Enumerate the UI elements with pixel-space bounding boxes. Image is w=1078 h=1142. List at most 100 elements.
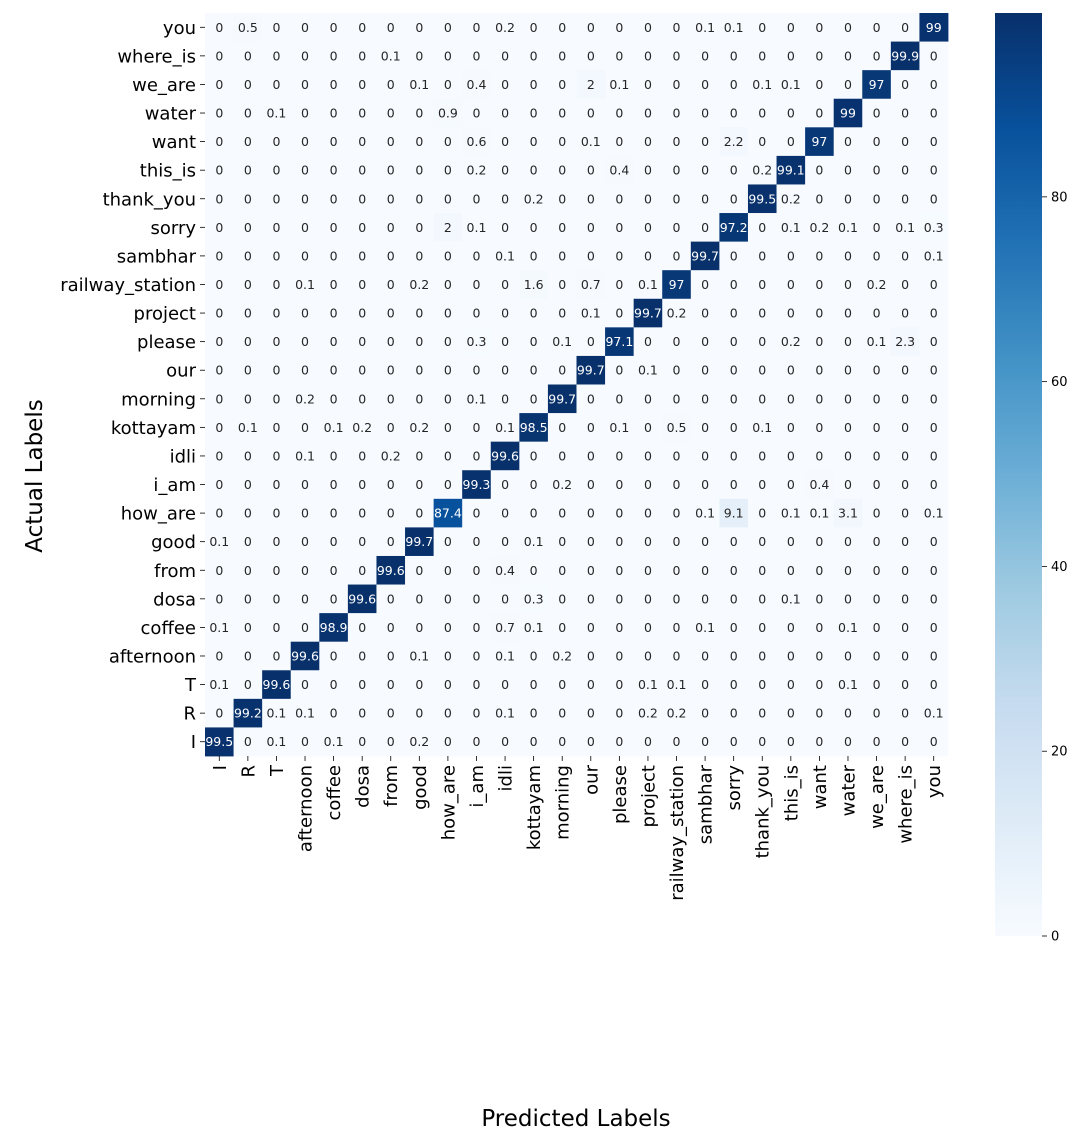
heatmap-cell-value: 0 bbox=[673, 77, 681, 92]
heatmap-cell-value: 0 bbox=[815, 620, 823, 635]
heatmap-cell-value: 0 bbox=[701, 220, 709, 235]
heatmap-cell-value: 0 bbox=[587, 220, 595, 235]
heatmap-cell-value: 0 bbox=[901, 277, 909, 292]
heatmap-cell-value: 0 bbox=[901, 648, 909, 663]
heatmap-cell-value: 0 bbox=[558, 620, 566, 635]
heatmap-cell bbox=[719, 184, 749, 214]
heatmap-cell bbox=[376, 498, 406, 528]
heatmap-cell-value: 0 bbox=[758, 648, 766, 663]
heatmap-cell-value: 0 bbox=[930, 734, 938, 749]
heatmap-cell-value: 0 bbox=[215, 648, 223, 663]
heatmap-cell bbox=[833, 498, 863, 528]
heatmap-cell bbox=[747, 13, 777, 42]
heatmap-cell bbox=[519, 70, 549, 100]
heatmap-cell bbox=[233, 613, 263, 643]
heatmap-cell-value: 0 bbox=[673, 563, 681, 578]
heatmap-cell bbox=[519, 213, 549, 243]
heatmap-cell bbox=[319, 355, 349, 385]
heatmap-cell bbox=[805, 98, 835, 128]
heatmap-cell-value: 0.1 bbox=[752, 77, 772, 92]
heatmap-cell-value: 0 bbox=[387, 477, 395, 492]
heatmap-cell-value: 0 bbox=[787, 391, 795, 406]
heatmap-cell bbox=[662, 698, 692, 728]
heatmap-cell-value: 0 bbox=[673, 191, 681, 206]
heatmap-cell bbox=[633, 527, 663, 557]
heatmap-cell-value: 0.2 bbox=[752, 163, 772, 178]
heatmap-cell-value: 0 bbox=[358, 220, 366, 235]
heatmap-cell-value: 0 bbox=[244, 134, 252, 149]
heatmap-cell bbox=[690, 41, 720, 71]
heatmap-cell-value: 0 bbox=[215, 163, 223, 178]
heatmap-cell bbox=[719, 727, 749, 757]
heatmap-cell bbox=[433, 270, 463, 300]
heatmap-cell-value: 0 bbox=[758, 277, 766, 292]
heatmap-cell-value: 0 bbox=[272, 248, 280, 263]
heatmap-cell bbox=[605, 41, 635, 71]
heatmap-cell bbox=[890, 327, 920, 357]
heatmap-cell-value: 0 bbox=[415, 191, 423, 206]
heatmap-cell-value: 0 bbox=[501, 77, 509, 92]
heatmap-cell bbox=[405, 498, 435, 528]
heatmap-cell bbox=[576, 670, 606, 700]
heatmap-cell bbox=[919, 470, 949, 500]
heatmap-cell bbox=[690, 241, 720, 271]
heatmap-cell bbox=[576, 698, 606, 728]
heatmap-cell bbox=[233, 298, 263, 328]
heatmap-cell bbox=[290, 184, 320, 214]
heatmap-cell bbox=[576, 384, 606, 414]
heatmap-cell-value: 0 bbox=[330, 106, 338, 121]
heatmap-cell-value: 0 bbox=[673, 534, 681, 549]
heatmap-cell-value: 0 bbox=[387, 706, 395, 721]
heatmap-cell bbox=[376, 527, 406, 557]
heatmap-cell bbox=[347, 498, 377, 528]
heatmap-cell bbox=[519, 241, 549, 271]
heatmap-cell-value: 0 bbox=[415, 477, 423, 492]
heatmap-cell bbox=[690, 670, 720, 700]
heatmap-cell bbox=[890, 584, 920, 614]
heatmap-cell bbox=[776, 413, 806, 443]
heatmap-cell bbox=[462, 184, 492, 214]
x-tick-label: morning bbox=[553, 765, 574, 840]
heatmap-cell-value: 0.2 bbox=[781, 334, 801, 349]
heatmap-cell bbox=[205, 413, 234, 443]
heatmap-cell-value: 0 bbox=[844, 277, 852, 292]
heatmap-cell-value: 0 bbox=[558, 363, 566, 378]
heatmap-cell-value: 0.4 bbox=[809, 477, 829, 492]
heatmap-cell bbox=[805, 555, 835, 585]
heatmap-cell bbox=[747, 41, 777, 71]
heatmap-cell bbox=[205, 70, 234, 100]
heatmap-cell bbox=[319, 13, 349, 42]
heatmap-cell bbox=[462, 355, 492, 385]
heatmap-cell-value: 0 bbox=[301, 191, 309, 206]
y-tick-label: you bbox=[163, 18, 196, 39]
heatmap-cell bbox=[376, 441, 406, 471]
heatmap-cell-value: 0 bbox=[215, 277, 223, 292]
heatmap-cell-value: 0 bbox=[387, 334, 395, 349]
heatmap-cell-value: 0 bbox=[330, 448, 338, 463]
heatmap-cell-value: 0 bbox=[901, 677, 909, 692]
heatmap-cell bbox=[690, 641, 720, 671]
heatmap-cell-value: 0 bbox=[330, 391, 338, 406]
heatmap-cell bbox=[290, 127, 320, 157]
heatmap-cell-value: 0 bbox=[758, 20, 766, 35]
heatmap-cell-value: 0.1 bbox=[781, 77, 801, 92]
heatmap-cell-value: 0 bbox=[215, 248, 223, 263]
heatmap-cell bbox=[890, 413, 920, 443]
heatmap-cell-value: 98.9 bbox=[320, 620, 348, 635]
heatmap-cell bbox=[919, 384, 949, 414]
heatmap-cell bbox=[462, 213, 492, 243]
heatmap-cell-value: 0 bbox=[844, 248, 852, 263]
heatmap-cell-value: 0.3 bbox=[524, 591, 544, 606]
heatmap-cell bbox=[862, 555, 892, 585]
heatmap-cell-value: 0 bbox=[873, 620, 881, 635]
heatmap-cell bbox=[719, 384, 749, 414]
heatmap-cell-value: 0 bbox=[272, 134, 280, 149]
heatmap-cell bbox=[547, 184, 577, 214]
heatmap-cell bbox=[662, 41, 692, 71]
heatmap-cell bbox=[233, 127, 263, 157]
heatmap-cell-value: 0 bbox=[815, 191, 823, 206]
heatmap-cell bbox=[776, 184, 806, 214]
heatmap-cell-value: 0 bbox=[215, 706, 223, 721]
heatmap-cell-value: 0.1 bbox=[638, 277, 658, 292]
